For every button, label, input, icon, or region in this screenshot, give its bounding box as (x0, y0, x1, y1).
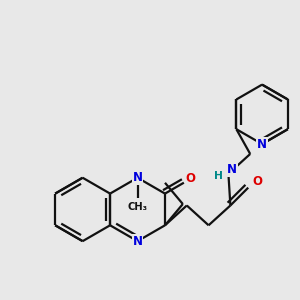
Text: H: H (214, 171, 223, 181)
Text: N: N (133, 235, 142, 248)
Text: N: N (227, 163, 237, 176)
Text: O: O (186, 172, 196, 185)
Text: N: N (133, 171, 142, 184)
Text: O: O (252, 175, 262, 188)
Text: CH₃: CH₃ (128, 202, 148, 212)
Text: N: N (257, 138, 267, 151)
